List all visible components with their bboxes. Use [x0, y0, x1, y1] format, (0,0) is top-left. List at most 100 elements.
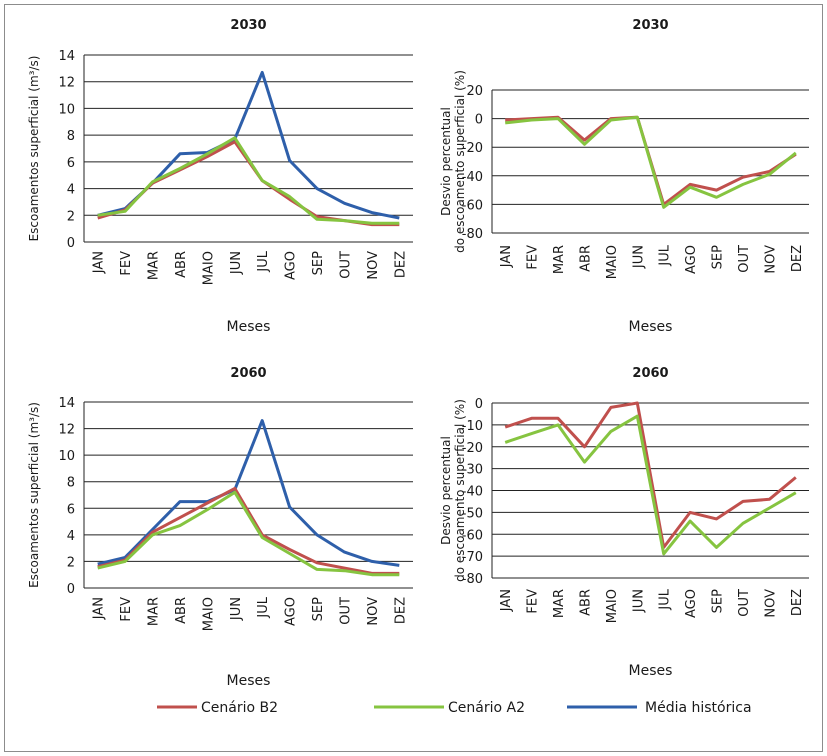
y-axis-label: Escoamentos superficial (m³/s): [27, 402, 41, 588]
x-tick-label: JUN: [229, 251, 244, 275]
x-axis-label: Meses: [629, 319, 673, 335]
x-tick-label: DEZ: [393, 251, 408, 278]
x-tick-label: DEZ: [790, 589, 805, 616]
x-tick-label: JUL: [256, 596, 271, 618]
y-axis-label: Escoamentos superficial (m³/s): [27, 56, 41, 242]
y-tick-label: 12: [58, 76, 75, 91]
y-tick-label: 2: [67, 209, 75, 224]
y-tick-label: 8: [67, 129, 75, 144]
x-tick-label: JUN: [229, 597, 244, 621]
y-tick-label: 0: [475, 397, 483, 412]
y-tick-label: 0: [67, 236, 75, 251]
chart-title: 2060: [632, 366, 668, 381]
x-tick-label: AGO: [284, 597, 299, 626]
y-tick-label: 6: [67, 502, 75, 517]
chart-2060-flow: 2060 0 2 4 6 8 10 12 14 JAN FEV MAR ABR MAIO JUN JUL AGO…: [27, 366, 413, 689]
x-tick-label: FEV: [119, 251, 134, 276]
y-tick-label: 14: [58, 396, 75, 411]
legend-label-hist: Média histórica: [645, 700, 752, 716]
y-tick-label: -80: [462, 572, 483, 587]
series-line-a2: [97, 136, 400, 225]
x-tick-label: NOV: [366, 597, 381, 626]
x-tick-label: OUT: [338, 251, 353, 279]
y-tick-label: -50: [462, 506, 483, 521]
x-tick-label: FEV: [119, 597, 134, 622]
chart-title: 2060: [230, 366, 266, 381]
x-tick-label: OUT: [338, 597, 353, 625]
series-line-a2: [97, 490, 400, 577]
x-axis-label: Meses: [227, 673, 271, 689]
x-tick-label: JAN: [499, 589, 514, 612]
y-tick-label: 0: [67, 582, 75, 597]
legend: Cenário B2 Cenário A2 Média histórica: [157, 700, 752, 716]
series-line-hist: [97, 70, 400, 220]
x-tick-label: NOV: [763, 589, 778, 618]
y-axis-label: Desvio percentualdo escoamento superfici…: [439, 70, 467, 253]
x-tick-label: AGO: [284, 251, 299, 280]
y-tick-label: -20: [462, 141, 483, 156]
legend-label-b2: Cenário B2: [201, 700, 278, 716]
x-tick-label: ABR: [578, 589, 593, 616]
figure-frame: 2030 0 2 4 6 8 10 12 14 JAN FEV MAR ABR MAIO JUN JUL AGO…: [4, 4, 823, 752]
series-line-a2: [505, 115, 797, 209]
y-tick-label: 6: [67, 156, 75, 171]
y-tick-label: 12: [58, 423, 75, 438]
series-line-b2: [97, 140, 400, 227]
x-tick-label: JAN: [92, 251, 107, 274]
x-tick-label: JUL: [658, 588, 673, 610]
series-line-hist: [97, 419, 400, 567]
y-tick-label: -60: [462, 528, 483, 543]
x-tick-label: MAIO: [605, 589, 620, 623]
y-tick-label: -10: [462, 419, 483, 434]
chart-title: 2030: [230, 18, 266, 33]
x-axis-label: Meses: [629, 663, 673, 679]
y-tick-label: -60: [462, 198, 483, 213]
x-tick-label: ABR: [174, 251, 189, 278]
chart-title: 2030: [632, 18, 668, 33]
x-tick-label: AGO: [684, 589, 699, 618]
x-tick-label: FEV: [526, 245, 541, 270]
y-tick-label: -80: [462, 227, 483, 242]
x-tick-label: OUT: [737, 245, 752, 273]
series-line-b2: [504, 401, 797, 549]
x-tick-label: ABR: [174, 597, 189, 624]
y-tick-label: 2: [67, 555, 75, 570]
legend-label-a2: Cenário A2: [448, 700, 525, 716]
y-tick-label: 4: [67, 529, 75, 544]
x-tick-label: MAR: [552, 245, 567, 274]
series-line-b2: [97, 486, 400, 575]
y-axis-label: Desvio percentualdo escoamento superfici…: [439, 399, 467, 582]
y-tick-label: 10: [58, 449, 75, 464]
x-tick-label: JAN: [92, 597, 107, 620]
x-tick-label: DEZ: [790, 245, 805, 272]
y-tick-label: 20: [466, 84, 483, 99]
chart-2030-deviation: 2030 -80 -60 -40 -20 0 20 JAN FEV MAR ABR MAIO JUN JU…: [439, 18, 809, 335]
x-tick-label: MAIO: [605, 245, 620, 279]
y-tick-label: -70: [462, 550, 483, 565]
x-tick-label: JUL: [658, 244, 673, 266]
x-tick-label: JUL: [256, 250, 271, 272]
charts-canvas: 2030 0 2 4 6 8 10 12 14 JAN FEV MAR ABR MAIO JUN JUL AGO…: [27, 18, 809, 716]
x-tick-label: NOV: [366, 251, 381, 280]
x-tick-label: SEP: [311, 251, 326, 275]
x-tick-label: SEP: [711, 245, 726, 269]
y-tick-label: 0: [475, 113, 483, 128]
y-tick-label: 4: [67, 183, 75, 198]
x-tick-label: MAR: [552, 589, 567, 618]
x-tick-label: NOV: [763, 245, 778, 274]
x-tick-label: SEP: [711, 589, 726, 613]
x-tick-label: JUN: [631, 589, 646, 613]
y-tick-label: -40: [462, 485, 483, 500]
x-tick-label: JAN: [499, 245, 514, 268]
x-tick-label: JUN: [631, 245, 646, 269]
x-tick-label: OUT: [737, 589, 752, 617]
x-tick-label: AGO: [684, 245, 699, 274]
y-tick-label: -30: [462, 463, 483, 478]
x-tick-label: MAIO: [201, 597, 216, 631]
chart-2030-flow: 2030 0 2 4 6 8 10 12 14 JAN FEV MAR ABR MAIO JUN JUL AGO…: [27, 18, 413, 335]
x-tick-label: MAR: [147, 251, 162, 280]
y-tick-label: 14: [58, 49, 75, 64]
x-axis-label: Meses: [227, 319, 271, 335]
x-tick-label: DEZ: [393, 597, 408, 624]
x-tick-label: FEV: [526, 589, 541, 614]
